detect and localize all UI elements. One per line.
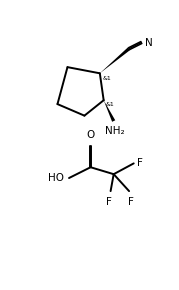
Text: F: F <box>137 158 143 168</box>
Text: F: F <box>106 197 112 207</box>
Text: F: F <box>128 197 134 207</box>
Text: HO: HO <box>48 173 64 183</box>
Text: NH₂: NH₂ <box>105 126 124 136</box>
Polygon shape <box>104 100 115 122</box>
Text: O: O <box>86 130 95 140</box>
Text: &1: &1 <box>106 102 115 107</box>
Text: N: N <box>145 37 153 48</box>
Text: &1: &1 <box>102 76 111 81</box>
Polygon shape <box>100 47 130 73</box>
